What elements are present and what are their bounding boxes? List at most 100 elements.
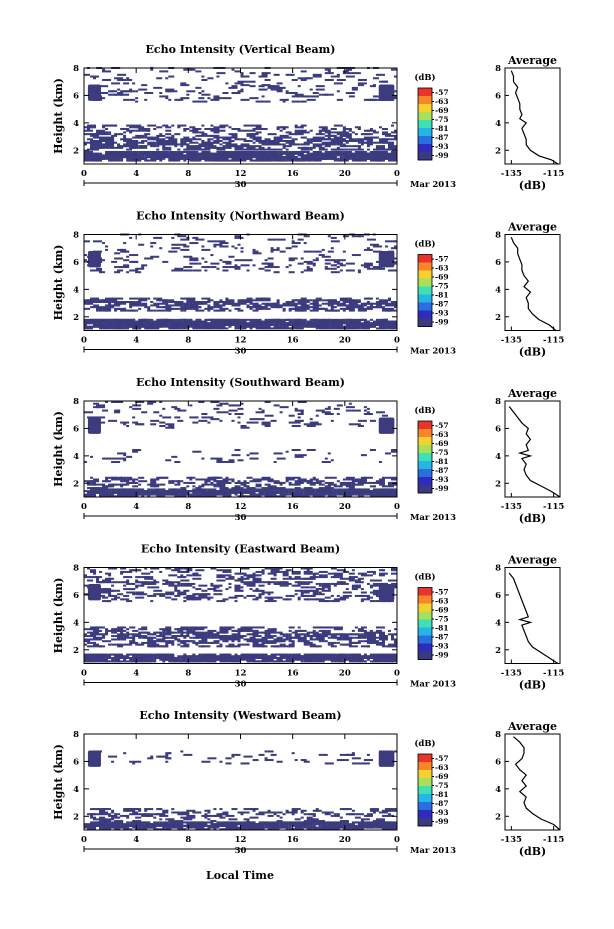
echo-cell: [201, 594, 208, 597]
echo-cell: [351, 409, 361, 412]
echo-cell: [237, 640, 241, 643]
echo-cell: [135, 304, 145, 307]
echo-cell: [390, 449, 397, 452]
echo-cell: [264, 401, 271, 404]
colorbar-tick-label: -93: [435, 142, 449, 151]
echo-cell: [102, 327, 112, 330]
echo-cell: [117, 629, 127, 632]
echo-cell: [222, 269, 229, 272]
echo-cell: [162, 301, 169, 304]
echo-cell: [264, 259, 268, 262]
echo-cell: [120, 631, 124, 634]
profile-y-tick-label: 2: [495, 479, 501, 489]
echo-cell: [393, 146, 397, 149]
profile-line: [508, 406, 561, 498]
echo-cell: [360, 645, 370, 648]
echo-cell: [306, 449, 316, 452]
echo-cell: [249, 322, 253, 325]
echo-cell: [264, 425, 271, 428]
echo-cell: [303, 640, 310, 643]
echo-cell: [306, 143, 310, 146]
echo-cell: [192, 656, 196, 659]
echo-cell: [318, 591, 322, 594]
echo-cell: [309, 576, 319, 579]
echo-cell: [327, 636, 331, 639]
echo-cell: [369, 591, 376, 594]
echo-cell: [351, 302, 358, 305]
echo-cell: [378, 126, 382, 129]
echo-cell: [273, 88, 283, 91]
echo-cell: [276, 304, 286, 307]
echo-cell: [198, 640, 208, 643]
echo-cell: [273, 141, 277, 144]
echo-cell: [228, 302, 238, 305]
echo-cell: [93, 828, 97, 831]
echo-cell: [366, 301, 370, 304]
echo-cell: [330, 240, 340, 243]
echo-cell: [318, 143, 325, 146]
echo-cell: [237, 243, 241, 246]
echo-cell: [90, 569, 97, 572]
echo-cell: [312, 322, 316, 325]
echo-cell: [258, 320, 265, 323]
echo-cell: [348, 402, 352, 405]
echo-cell: [186, 150, 196, 153]
echo-cell: [249, 133, 256, 136]
echo-cell: [390, 145, 397, 148]
echo-cell: [84, 628, 94, 631]
echo-cell: [381, 145, 385, 148]
echo-cell: [189, 126, 196, 129]
echo-cell: [339, 635, 343, 638]
echo-cell: [303, 95, 310, 98]
echo-cell: [231, 85, 238, 88]
echo-cell: [180, 140, 184, 143]
echo-cell: [234, 307, 241, 310]
echo-cell: [174, 143, 178, 146]
echo-cell: [279, 154, 283, 157]
echo-cell: [234, 653, 238, 656]
echo-cell: [195, 656, 199, 659]
echo-cell: [87, 152, 91, 155]
panels-group: Echo Intensity (Vertical Beam)0 4 8 12 16 20 0…: [52, 43, 564, 858]
echo-cell: [102, 157, 106, 160]
echo-cell: [363, 574, 367, 577]
echo-cell: [285, 490, 289, 493]
echo-cell: [312, 653, 322, 656]
echo-cell: [120, 483, 130, 486]
echo-cell: [117, 327, 121, 330]
echo-cell: [360, 454, 367, 457]
echo-cell: [120, 638, 127, 641]
echo-cell: [246, 304, 250, 307]
echo-cell: [285, 636, 289, 639]
echo-cell: [84, 635, 94, 638]
echo-cell: [171, 156, 175, 159]
x-tick-label: 12: [235, 336, 247, 346]
echo-cell: [105, 476, 115, 479]
echo-cell: [375, 145, 385, 148]
profile-y-tick-label: 2: [495, 146, 501, 156]
echo-cell: [321, 582, 331, 585]
echo-cell: [240, 73, 244, 76]
echo-cell: [141, 626, 148, 629]
echo-cell: [246, 269, 250, 272]
echo-cell: [228, 152, 232, 155]
echo-cell: [207, 97, 211, 100]
echo-cell: [216, 320, 223, 323]
echo-cell: [222, 138, 232, 141]
echo-cell: [264, 495, 274, 498]
echo-cell: [252, 148, 259, 151]
echo-cell: [237, 577, 247, 580]
echo-cell: [378, 417, 395, 434]
echo-cell: [300, 100, 307, 103]
echo-cell: [177, 159, 181, 162]
echo-cell: [87, 828, 91, 831]
echo-cell: [333, 660, 337, 663]
echo-cell: [327, 304, 331, 307]
echo-cell: [327, 633, 337, 636]
echo-cell: [249, 457, 259, 460]
echo-cell: [228, 488, 238, 491]
echo-cell: [144, 134, 148, 137]
echo-cell: [96, 628, 100, 631]
echo-cell: [276, 152, 280, 155]
echo-cell: [336, 154, 340, 157]
